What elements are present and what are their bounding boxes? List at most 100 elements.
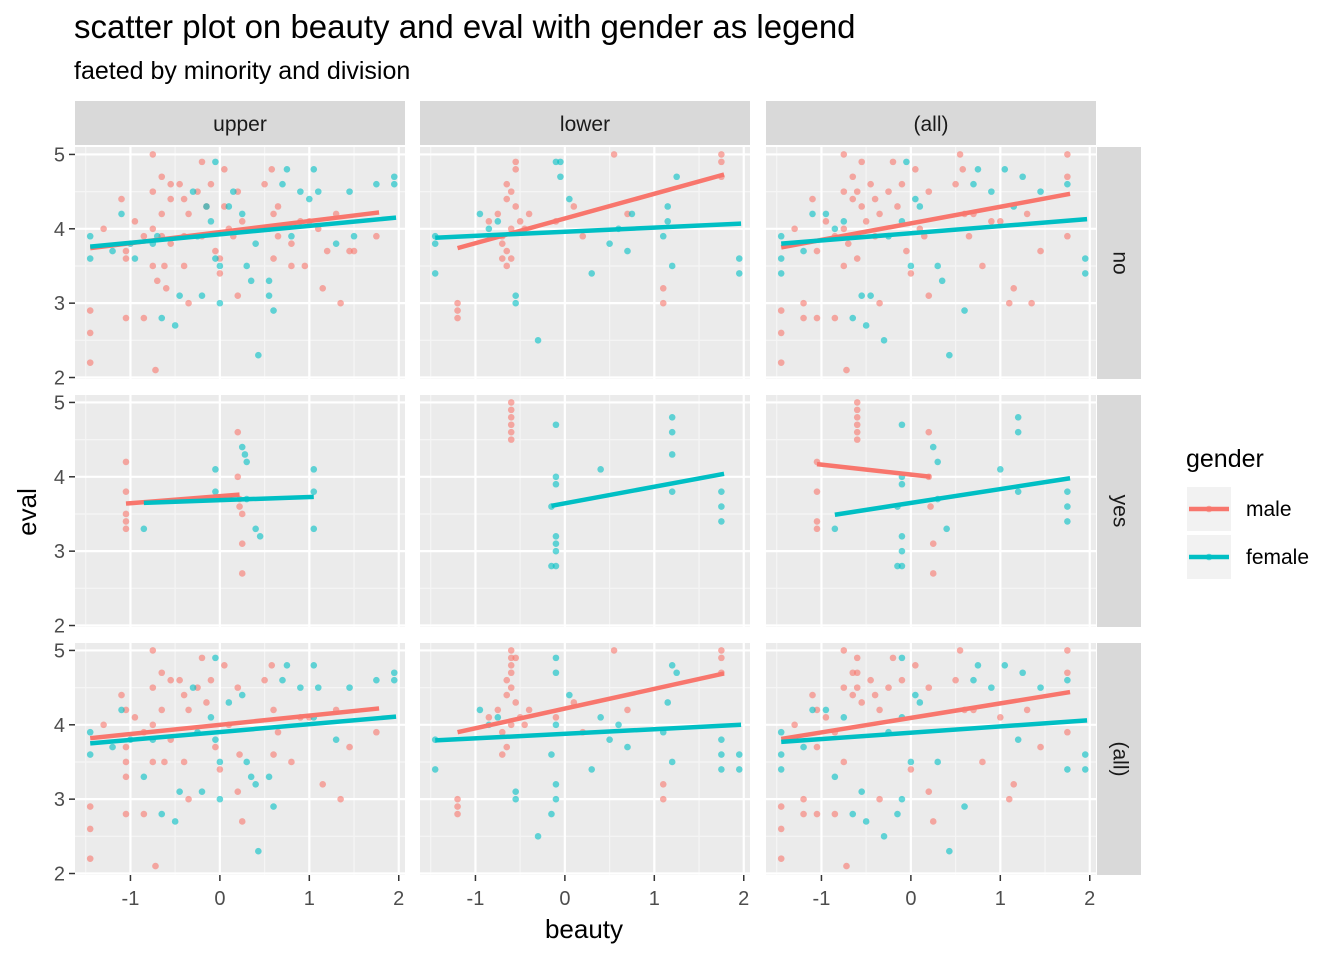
male-point — [149, 225, 157, 233]
male-point — [853, 255, 861, 262]
y-tick-label: 4 — [54, 219, 65, 241]
male-point — [86, 359, 94, 366]
chart-title: scatter plot on beauty and eval with gen… — [74, 8, 856, 45]
male-point — [903, 247, 910, 255]
male-point — [791, 721, 798, 729]
male-point — [844, 240, 852, 247]
female-point — [310, 525, 318, 533]
female-point — [176, 292, 183, 300]
female-point — [552, 780, 560, 788]
male-point — [885, 188, 892, 195]
male-point — [185, 706, 192, 714]
male-point — [525, 706, 533, 714]
male-point — [198, 654, 206, 662]
male-point — [236, 751, 243, 758]
female-point — [735, 270, 743, 277]
male-point — [122, 810, 130, 818]
male-point — [840, 262, 848, 270]
female-point — [1064, 518, 1071, 525]
male-trend-line — [457, 671, 725, 735]
male-point — [1064, 151, 1071, 158]
female-point — [310, 662, 318, 669]
male-point — [876, 706, 883, 714]
male-point — [929, 570, 937, 577]
female-point — [229, 188, 237, 195]
male-point — [840, 188, 848, 195]
male-point — [180, 262, 188, 270]
male-point — [122, 458, 130, 466]
male-point — [234, 684, 242, 691]
female-point — [189, 684, 197, 691]
female-point — [831, 525, 839, 533]
female-point — [198, 292, 206, 300]
male-point — [800, 795, 807, 803]
female-point — [718, 736, 725, 743]
panel-background — [766, 643, 1096, 875]
female-point — [512, 788, 519, 796]
female-point — [548, 810, 555, 818]
male-point — [454, 314, 461, 322]
male-point — [920, 232, 928, 240]
male-point — [503, 743, 511, 751]
female-point — [314, 188, 322, 195]
male-point — [1023, 210, 1031, 218]
female-point — [800, 743, 807, 751]
male-point — [149, 151, 157, 158]
male-point — [507, 669, 515, 677]
female-point — [988, 684, 995, 691]
female-point — [225, 203, 233, 210]
male-point — [912, 662, 919, 669]
female-point — [1019, 669, 1026, 677]
female-point — [306, 195, 313, 203]
female-point — [297, 684, 304, 691]
male-point — [261, 676, 268, 684]
female-point — [718, 751, 725, 758]
y-tick-label: 2 — [54, 864, 65, 886]
male-point — [889, 158, 897, 166]
male-point — [512, 203, 519, 210]
female-point — [494, 218, 502, 225]
male-point — [997, 714, 1004, 721]
male-point — [959, 166, 967, 173]
male-point — [849, 173, 857, 181]
female-point — [849, 810, 857, 818]
male-point — [1010, 284, 1018, 292]
male-point — [956, 151, 964, 158]
male-point — [718, 647, 725, 654]
x-tick-label: 2 — [738, 888, 749, 910]
female-point — [809, 706, 816, 714]
male-point — [122, 773, 130, 781]
y-tick-label: 4 — [54, 467, 65, 489]
male-point — [485, 218, 493, 225]
male-point — [813, 488, 821, 495]
female-point — [858, 788, 865, 796]
male-point — [853, 421, 861, 429]
male-point — [800, 314, 807, 322]
male-point — [659, 299, 667, 307]
male-point — [997, 218, 1004, 225]
male-point — [925, 428, 933, 436]
male-point — [153, 277, 161, 285]
male-point — [610, 151, 618, 158]
female-point — [718, 518, 725, 525]
female-point — [1014, 736, 1022, 743]
x-tick-label: 1 — [304, 888, 315, 910]
female-point — [212, 255, 219, 262]
facet-strip-label: no — [1108, 251, 1131, 274]
male-point — [853, 669, 861, 677]
male-point — [1023, 706, 1031, 714]
male-point — [350, 247, 358, 255]
female-point — [212, 466, 219, 473]
female-point — [390, 173, 398, 181]
male-point — [929, 540, 937, 548]
panel-background — [420, 395, 750, 627]
female-point — [988, 188, 995, 195]
male-point — [1064, 173, 1071, 181]
male-point — [831, 810, 839, 818]
female-point — [350, 232, 358, 240]
male-point — [373, 728, 380, 736]
male-point — [319, 284, 327, 292]
female-point — [158, 314, 166, 322]
male-point — [1005, 795, 1013, 803]
male-point — [952, 180, 959, 188]
